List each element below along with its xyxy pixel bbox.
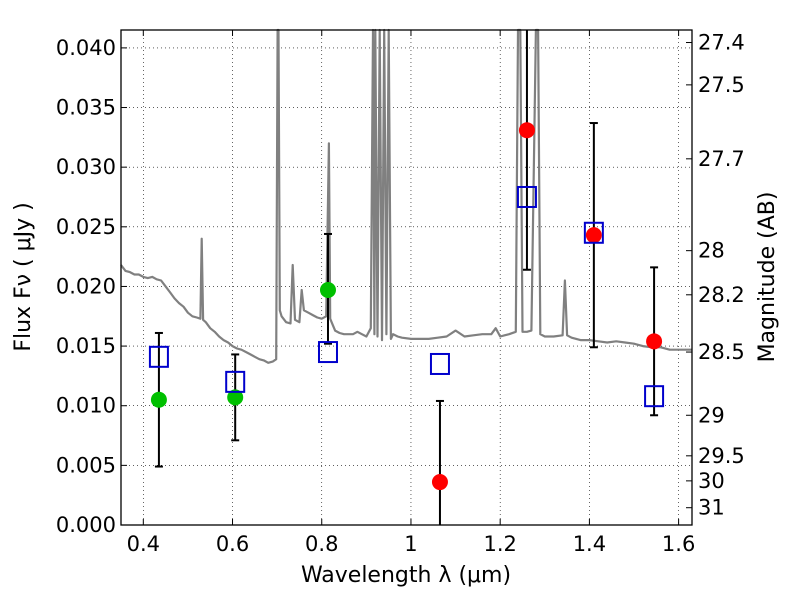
y2-tick-label: 31 (698, 496, 725, 520)
x-tick-label: 1.2 (483, 532, 516, 556)
y2-tick-label: 28.2 (698, 283, 745, 307)
errorbars-layer (154, 30, 659, 525)
y2-tick-label: 28.5 (698, 340, 745, 364)
data-point-marker (227, 389, 244, 406)
data-point-marker (150, 391, 167, 408)
y-tick-label: 0.025 (56, 215, 116, 239)
y-tick-label: 0.020 (56, 274, 116, 298)
model-square-marker (148, 345, 169, 368)
data-point-marker (319, 282, 336, 299)
y2-tick-label: 29 (698, 403, 725, 427)
x-tick-label: 1 (404, 532, 417, 556)
data-point-marker (646, 333, 663, 350)
x-tick-label: 0.8 (305, 532, 338, 556)
tick-labels-layer: 0.4 0.6 0.8 1 1.2 1.4 1.6 0.000 0.005 0.010 0.015 0… (56, 31, 745, 556)
y-tick-label: 0.040 (56, 36, 116, 60)
y2-tick-label: 27.4 (698, 31, 745, 55)
y2-tick-label: 27.5 (698, 73, 745, 97)
x-tick-label: 0.4 (127, 532, 160, 556)
y-tick-label: 0.005 (56, 453, 116, 477)
y2-tick-label: 29.5 (698, 444, 745, 468)
y-tick-label: 0.030 (56, 155, 116, 179)
y-tick-label: 0.010 (56, 394, 116, 418)
y2-tick-label: 27.7 (698, 147, 745, 171)
model-square-marker (583, 221, 604, 244)
model-square-marker (225, 370, 246, 393)
plot-frame (120, 29, 693, 526)
y2-tick-label: 28 (698, 239, 725, 263)
y-tick-label: 0.035 (56, 96, 116, 120)
y-tick-label: 0.000 (56, 513, 116, 537)
y-tick-label: 0.015 (56, 334, 116, 358)
x-tick-label: 1.6 (662, 532, 695, 556)
model-square-marker (429, 352, 450, 375)
y2-tick-label: 30 (698, 469, 725, 493)
grid (121, 30, 692, 526)
y-axis-title: Flux Fν ( μJy ) (11, 202, 36, 351)
model-square-marker (317, 341, 338, 364)
data-point-marker (431, 474, 448, 491)
model-square-marker (516, 185, 537, 208)
x-axis-title: Wavelength λ (μm) (301, 563, 511, 588)
ticks-layer (121, 30, 692, 526)
markers-layer (148, 122, 665, 491)
x-tick-label: 0.6 (216, 532, 249, 556)
model-square-marker (644, 385, 665, 408)
data-point-marker (518, 122, 535, 139)
data-point-marker (585, 227, 602, 244)
y2-axis-title: Magnitude (AB) (755, 192, 780, 363)
x-tick-label: 1.4 (573, 532, 606, 556)
